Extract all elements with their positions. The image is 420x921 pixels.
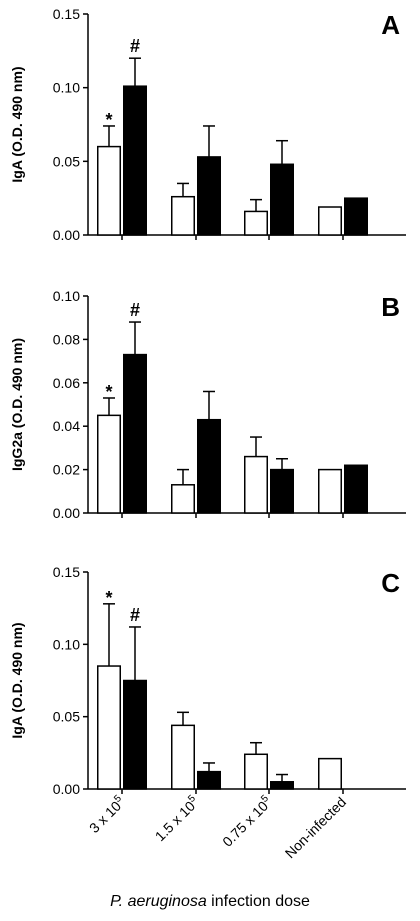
bar-open [171, 195, 195, 236]
bar-open [171, 724, 195, 790]
category-label: Non-infected [282, 794, 349, 861]
y-tick-label: 0.06 [53, 375, 80, 391]
bar-open [97, 665, 121, 790]
panel-letter: C [381, 568, 400, 598]
bar-open [318, 757, 342, 790]
significance-marker: # [130, 300, 140, 320]
bar-filled [270, 781, 294, 790]
bar-filled [123, 85, 147, 236]
bar-open [318, 206, 342, 236]
x-axis-title-italic: P. aeruginosa [110, 893, 207, 910]
y-tick-label: 0.15 [53, 564, 80, 580]
y-tick-label: 0.00 [53, 505, 80, 521]
chart-panel-B: 0.00 0.02 0.04 0.06 0.08 0.10 IgG2a (O.D. 490 … [9, 288, 406, 521]
bar-filled [344, 197, 368, 236]
bar-filled [197, 770, 221, 790]
bar-filled [344, 464, 368, 514]
category-label: 1.5 x 105 [151, 793, 202, 844]
chart-panel-C: 0.00 0.05 0.10 0.15 IgA (O.D. 490 nm) C * # [9, 564, 406, 797]
bar-open [318, 468, 342, 514]
x-axis-title-rest: infection dose [206, 893, 310, 910]
bar-open [97, 145, 121, 236]
bar-filled [270, 468, 294, 514]
y-tick-label: 0.04 [53, 418, 80, 434]
y-axis-label: IgG2a (O.D. 490 nm) [9, 338, 25, 471]
bar-filled [197, 418, 221, 514]
y-tick-label: 0.10 [53, 80, 80, 96]
bar-filled [270, 163, 294, 236]
y-tick-label: 0.00 [53, 227, 80, 243]
y-tick-label: 0.10 [53, 636, 80, 652]
y-tick-label: 0.05 [53, 709, 80, 725]
significance-marker: * [105, 588, 112, 608]
chart-panel-A: 0.00 0.05 0.10 0.15 IgA (O.D. 490 nm) A * # [9, 6, 406, 243]
y-tick-label: 0.02 [53, 462, 80, 478]
y-tick-label: 0.15 [53, 6, 80, 22]
panel-letter: B [381, 292, 400, 322]
significance-marker: # [130, 605, 140, 625]
category-label-base: 0.75 x 10 [219, 798, 271, 850]
bar-open [171, 484, 195, 514]
y-tick-label: 0.00 [53, 781, 80, 797]
bar-filled [123, 353, 147, 514]
bar-open [244, 455, 268, 514]
y-axis-label: IgA (O.D. 490 nm) [9, 66, 25, 182]
y-tick-label: 0.10 [53, 288, 80, 304]
bar-open [244, 210, 268, 236]
bar-filled [123, 679, 147, 790]
y-tick-label: 0.08 [53, 331, 80, 347]
significance-marker: * [105, 110, 112, 130]
significance-marker: * [105, 382, 112, 402]
x-axis-title: P. aeruginosa infection dose [0, 893, 420, 911]
bar-filled [197, 156, 221, 236]
y-axis-label: IgA (O.D. 490 nm) [9, 622, 25, 738]
panel-letter: A [381, 10, 400, 40]
category-label: 0.75 x 105 [218, 793, 275, 850]
bar-open [97, 414, 121, 514]
category-label-base: Non-infected [282, 794, 349, 861]
category-label: 3 x 105 [85, 793, 128, 836]
bar-open [244, 753, 268, 790]
category-label-base: 1.5 x 10 [152, 798, 199, 845]
y-tick-label: 0.05 [53, 153, 80, 169]
significance-marker: # [130, 36, 140, 56]
